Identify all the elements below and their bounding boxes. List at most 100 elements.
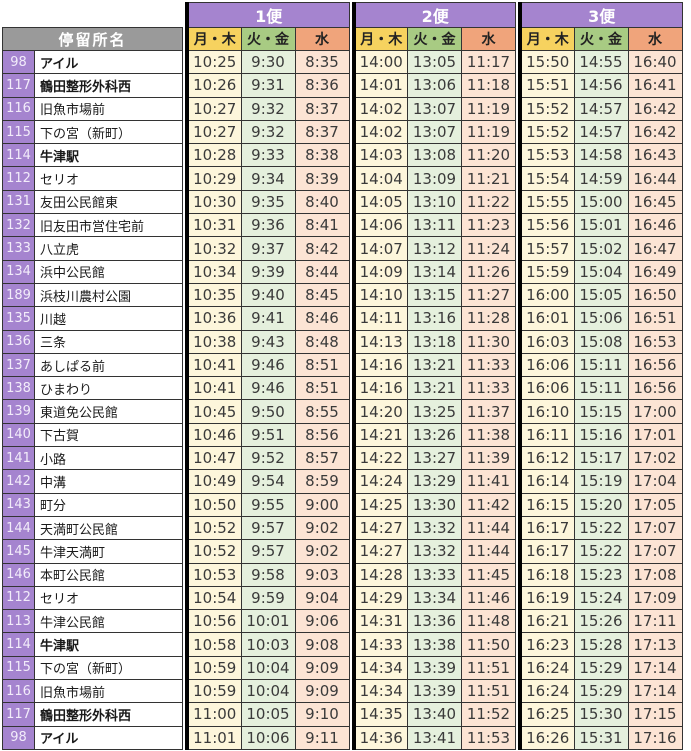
stop-row: 133 八立虎: [2, 236, 183, 261]
stop-number: 131: [2, 189, 35, 215]
time-cell: 13:26: [407, 422, 462, 448]
time-row: 14:35 13:40 11:52: [353, 702, 516, 727]
time-cell: 15:11: [573, 376, 629, 401]
section-1-header: 1便: [186, 2, 350, 28]
stop-number: 138: [2, 376, 35, 401]
stop-number: 117: [2, 702, 35, 727]
time-row: 15:56 15:01 16:46: [519, 213, 683, 238]
time-cell: 11:39: [461, 446, 516, 471]
time-row: 10:54 9:59 9:04: [186, 585, 350, 611]
time-cell: 14:22: [353, 446, 408, 471]
time-cell: 11:42: [461, 492, 516, 517]
time-row: 15:53 14:58 16:43: [519, 143, 683, 168]
stop-row: 115 下の宮（新町）: [2, 655, 183, 681]
time-cell: 10:41: [186, 352, 242, 378]
time-cell: 11:27: [461, 282, 516, 308]
time-cell: 15:20: [573, 492, 629, 517]
time-cell: 15:53: [519, 143, 575, 168]
time-cell: 9:50: [240, 399, 296, 424]
time-cell: 10:52: [186, 539, 242, 564]
time-cell: 15:05: [573, 282, 629, 308]
time-cell: 17:02: [627, 446, 683, 471]
time-cell: 11:46: [461, 585, 516, 611]
time-cell: 10:25: [186, 49, 242, 75]
time-cell: 10:45: [186, 399, 242, 424]
time-cell: 11:51: [461, 679, 516, 704]
stop-row: 98 アイル: [2, 49, 183, 75]
stop-name: あしぱる前: [34, 352, 183, 378]
time-cell: 14:57: [573, 96, 629, 121]
time-row: 10:46 9:51 8:56: [186, 422, 350, 448]
time-row: 16:14 15:19 17:04: [519, 469, 683, 494]
time-cell: 15:59: [519, 259, 575, 284]
time-cell: 14:02: [353, 119, 408, 145]
time-cell: 8:40: [294, 189, 350, 215]
time-cell: 8:56: [294, 422, 350, 448]
time-row: 10:38 9:43 8:48: [186, 329, 350, 354]
time-row: 14:16 13:21 11:33: [353, 352, 516, 378]
time-cell: 8:42: [294, 236, 350, 261]
time-cell: 13:21: [407, 376, 462, 401]
section-1-times: 10:25 9:30 8:35 10:26 9:31 8:36 10:27 9:32 8:37 1…: [186, 49, 350, 750]
time-row: 10:53 9:58 9:03: [186, 562, 350, 587]
time-cell: 9:59: [240, 585, 296, 611]
time-cell: 9:52: [240, 446, 296, 471]
time-row: 16:06 15:11 16:56: [519, 376, 683, 401]
time-cell: 11:33: [461, 352, 516, 378]
stops-body: 98 アイル 117 鶴田整形外科西 116 旧魚市場前 115 下の宮（新町） 114 牛津駅 1…: [2, 49, 183, 750]
time-cell: 13:07: [407, 96, 462, 121]
stop-row: 112 セリオ: [2, 166, 183, 191]
stop-row: 140 下古賀: [2, 422, 183, 448]
time-row: 14:10 13:15 11:27: [353, 282, 516, 308]
stop-number: 112: [2, 585, 35, 611]
time-row: 14:31 13:36 11:48: [353, 609, 516, 634]
time-cell: 15:28: [573, 632, 629, 657]
time-cell: 10:30: [186, 189, 242, 215]
time-cell: 13:40: [407, 702, 462, 727]
stop-name: 鶴田整形外科西: [34, 73, 183, 98]
time-cell: 14:25: [353, 492, 408, 517]
time-cell: 14:33: [353, 632, 408, 657]
time-cell: 14:13: [353, 329, 408, 354]
stop-row: 146 本町公民館: [2, 562, 183, 587]
time-cell: 9:34: [240, 166, 296, 191]
stop-number: 146: [2, 562, 35, 587]
time-cell: 10:36: [186, 306, 242, 331]
time-row: 10:32 9:37 8:42: [186, 236, 350, 261]
stop-row: 136 三条: [2, 329, 183, 354]
time-row: 15:52 14:57 16:42: [519, 119, 683, 145]
stop-number: 112: [2, 166, 35, 191]
time-row: 10:30 9:35 8:40: [186, 189, 350, 215]
time-cell: 15:00: [573, 189, 629, 215]
time-cell: 15:06: [573, 306, 629, 331]
time-cell: 9:02: [294, 539, 350, 564]
time-cell: 15:26: [573, 609, 629, 634]
stop-number: 137: [2, 352, 35, 378]
time-row: 11:00 10:05 9:10: [186, 702, 350, 727]
time-cell: 13:36: [407, 609, 462, 634]
time-cell: 8:46: [294, 306, 350, 331]
time-cell: 15:23: [573, 562, 629, 587]
time-cell: 10:03: [240, 632, 296, 657]
time-cell: 15:17: [573, 446, 629, 471]
time-cell: 11:22: [461, 189, 516, 215]
time-cell: 15:22: [573, 539, 629, 564]
time-cell: 8:36: [294, 73, 350, 98]
time-cell: 16:15: [519, 492, 575, 517]
stop-row: 145 牛津天満町: [2, 539, 183, 564]
time-cell: 10:56: [186, 609, 242, 634]
time-row: 16:03 15:08 16:53: [519, 329, 683, 354]
time-cell: 13:29: [407, 469, 462, 494]
time-row: 10:35 9:40 8:45: [186, 282, 350, 308]
time-cell: 16:46: [627, 213, 683, 238]
time-cell: 9:36: [240, 213, 296, 238]
stop-name: 八立虎: [34, 236, 183, 261]
time-row: 14:11 13:16 11:28: [353, 306, 516, 331]
stop-row: 112 セリオ: [2, 585, 183, 611]
time-row: 15:52 14:57 16:42: [519, 96, 683, 121]
time-cell: 10:01: [240, 609, 296, 634]
time-cell: 14:03: [353, 143, 408, 168]
time-cell: 13:38: [407, 632, 462, 657]
time-cell: 14:27: [353, 515, 408, 541]
